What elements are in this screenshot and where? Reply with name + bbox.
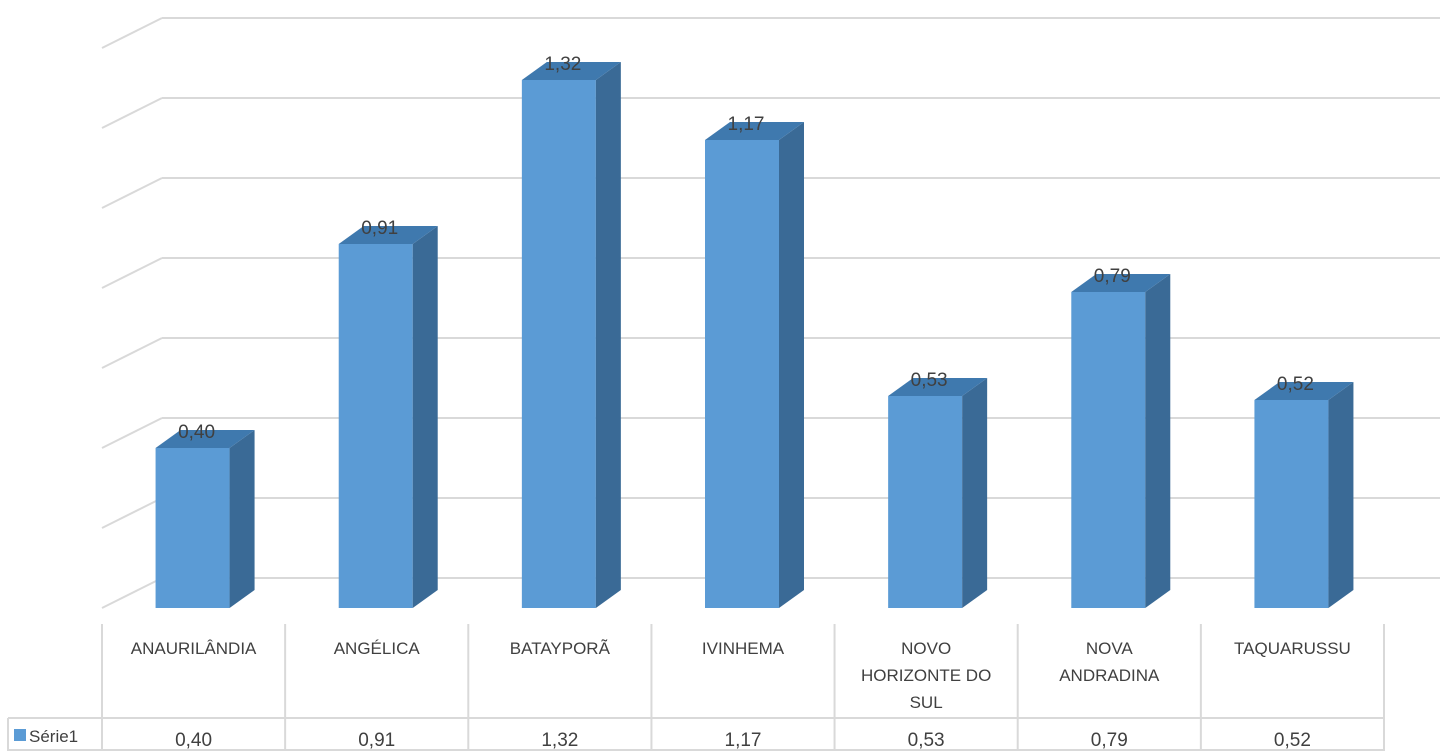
bar-side xyxy=(412,226,438,608)
category-label: NOVA xyxy=(1086,639,1134,658)
data-label: 0,40 xyxy=(178,422,215,443)
gridline-diagonal xyxy=(101,577,163,609)
data-label: 1,17 xyxy=(728,114,765,135)
bar-front xyxy=(521,80,596,608)
category-label: ANDRADINA xyxy=(1059,666,1160,685)
bar-side xyxy=(962,378,988,608)
table-value: 0,52 xyxy=(1274,730,1311,751)
bar-top xyxy=(1254,382,1354,400)
table-value: 1,17 xyxy=(725,730,762,751)
series-name: Série1 xyxy=(29,727,78,746)
category-label: ANAURILÂNDIA xyxy=(131,639,257,658)
category-label: TAQUARUSSU xyxy=(1234,639,1351,658)
bar-front xyxy=(1254,400,1329,608)
legend-key xyxy=(14,729,26,741)
gridline-diagonal xyxy=(101,337,163,369)
category-label: SUL xyxy=(910,693,943,712)
bar-side xyxy=(595,62,621,608)
data-label: 0,52 xyxy=(1277,374,1314,395)
bar-side xyxy=(229,430,255,608)
table-value: 1,32 xyxy=(541,730,578,751)
table-value: 0,91 xyxy=(358,730,395,751)
gridline-diagonal xyxy=(101,497,163,529)
data-label: 0,53 xyxy=(911,370,948,391)
category-label: BATAYPORÃ xyxy=(510,639,611,658)
bar-top xyxy=(155,430,255,448)
bar-front xyxy=(338,244,413,608)
gridline-diagonal xyxy=(101,257,163,289)
category-label: NOVO xyxy=(901,639,951,658)
bar-top xyxy=(521,62,621,80)
bar-top xyxy=(888,378,988,396)
table-value: 0,40 xyxy=(175,730,212,751)
gridline-diagonal xyxy=(101,417,163,449)
bar-top xyxy=(705,122,804,140)
bar-side xyxy=(1328,382,1354,608)
bar-side xyxy=(779,122,804,608)
bars xyxy=(155,62,1354,608)
gridline-diagonal xyxy=(101,97,163,129)
data-labels: 0,40 0,91 1,32 1,17 0,53 0,79 0,52 xyxy=(178,54,1314,443)
data-table: ANAURILÂNDIA ANGÉLICA BATAYPORÃ IVINHEMA NOV… xyxy=(7,624,1385,751)
bar-front xyxy=(705,140,779,608)
gridline-diagonal xyxy=(101,177,163,209)
data-label: 1,32 xyxy=(544,54,581,75)
data-label: 0,79 xyxy=(1094,266,1131,287)
gridline-diagonal xyxy=(101,17,163,49)
category-label: HORIZONTE DO xyxy=(861,666,991,685)
bar-top xyxy=(338,226,438,244)
data-label: 0,91 xyxy=(361,218,398,239)
category-label: IVINHEMA xyxy=(702,639,785,658)
bar-side xyxy=(1145,274,1171,608)
category-label: ANGÉLICA xyxy=(334,639,421,658)
bar-front xyxy=(155,448,230,608)
bar-front xyxy=(1071,292,1146,608)
table-value: 0,53 xyxy=(908,730,945,751)
bar-front xyxy=(888,396,963,608)
table-value: 0,79 xyxy=(1091,730,1128,751)
bar-top xyxy=(1071,274,1171,292)
